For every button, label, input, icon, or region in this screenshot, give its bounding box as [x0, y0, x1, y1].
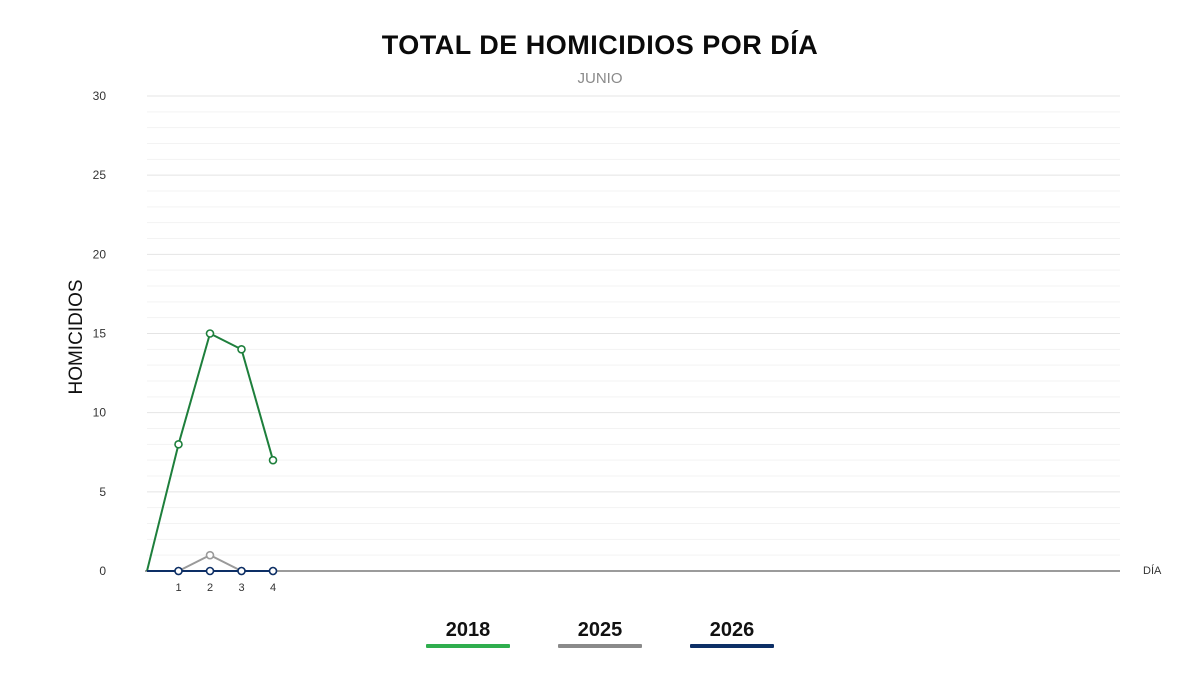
- x-tick-label: 1: [175, 582, 181, 594]
- legend-swatch-2026: [690, 644, 774, 648]
- y-tick-labels: 0 5 10 15 20 25 30: [93, 89, 107, 578]
- data-point-2018: [268, 455, 278, 465]
- data-point-2018: [205, 329, 215, 338]
- legend-label-2025: 2025: [577, 619, 623, 641]
- y-axis-label: HOMICIDIOS: [66, 279, 87, 394]
- legend-item-2025: 2025: [558, 618, 642, 648]
- x-tick-label: 4: [270, 582, 276, 594]
- legend-swatch-2025: [558, 644, 642, 648]
- data-point-2026: [237, 566, 246, 576]
- y-tick-label: 15: [93, 327, 107, 341]
- data-point-2026: [174, 566, 183, 576]
- x-axis-label: DÍA: [1143, 564, 1162, 577]
- series-2018: [146, 329, 278, 572]
- series-line-2018: [146, 332, 274, 572]
- y-tick-label: 30: [93, 89, 107, 103]
- x-tick-label: 3: [238, 582, 244, 594]
- series-group: [146, 329, 278, 576]
- legend-label-2018: 2018: [445, 619, 491, 641]
- chart-subtitle: JUNIO: [577, 70, 623, 87]
- y-tick-label: 0: [99, 564, 106, 578]
- legend: 2018 2025 2026: [0, 618, 1200, 658]
- legend-label-2026: 2026: [709, 619, 755, 641]
- y-tick-label: 20: [93, 247, 107, 261]
- x-tick-labels: 1 2 3 4: [175, 582, 276, 594]
- y-tick-label: 10: [93, 406, 107, 420]
- y-tick-label: 25: [93, 168, 107, 182]
- data-point-2025: [205, 550, 215, 560]
- chart-title: TOTAL DE HOMICIDIOS POR DÍA: [381, 30, 819, 60]
- legend-swatch-2018: [426, 644, 510, 648]
- data-point-2018: [237, 345, 246, 354]
- y-tick-label: 5: [99, 485, 106, 499]
- legend-item-2018: 2018: [426, 618, 510, 648]
- data-point-2026: [205, 566, 215, 576]
- series-2026: [147, 566, 278, 576]
- grid-lines: [147, 95, 1120, 556]
- legend-item-2026: 2026: [690, 618, 774, 648]
- data-point-2018: [174, 440, 183, 449]
- x-tick-label: 2: [207, 582, 213, 594]
- data-point-2026: [268, 566, 278, 576]
